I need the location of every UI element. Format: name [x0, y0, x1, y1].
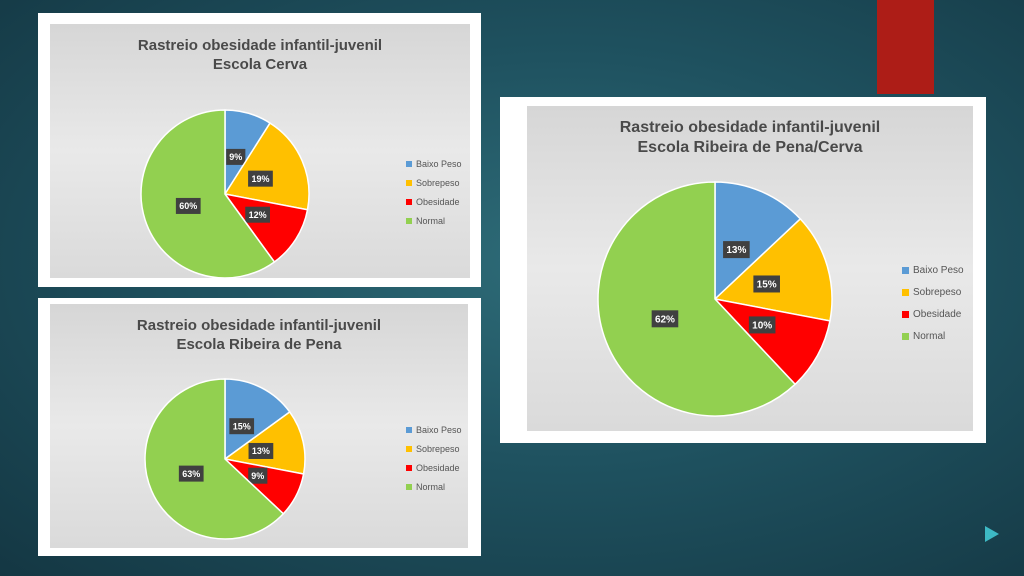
data-label-box-baixo-peso [723, 241, 750, 259]
data-label-box-baixo-peso [226, 148, 246, 165]
legend-item-baixo-peso: Baixo Peso [902, 259, 964, 281]
chart-title-line: Rastreio obesidade infantil-juvenil [137, 37, 383, 54]
data-label-normal: 60% [179, 201, 197, 211]
data-label-sobrepeso: 13% [252, 446, 270, 456]
legend-label-sobrepeso: Sobrepeso [913, 286, 962, 298]
chart-plot-area: Rastreio obesidade infantil-juvenil Esco… [50, 24, 470, 279]
legend-swatch-sobrepeso [406, 179, 412, 186]
legend-swatch-obesidade [406, 464, 412, 471]
chart-card-ribeira-de-pena: Rastreio obesidade infantil-juvenil Esco… [38, 298, 481, 556]
pie-slice-baixo-peso [714, 181, 802, 301]
data-label-sobrepeso: 19% [251, 174, 269, 184]
chart-plot-area: Rastreio obesidade infantil-juvenil Esco… [50, 304, 468, 548]
data-label-box-normal [175, 197, 201, 214]
data-label-box-normal [651, 310, 679, 328]
pie-slice-sobrepeso [223, 122, 310, 211]
data-label-box-obesidade [248, 467, 268, 484]
legend-item-baixo-peso: Baixo Peso [406, 154, 462, 173]
chart-title-line: Rastreio obesidade infantil-juvenil [136, 317, 382, 334]
legend-item-baixo-peso: Baixo Peso [406, 420, 462, 439]
pie-slice-obesidade [712, 297, 831, 386]
pie-slice-normal [144, 378, 285, 540]
chart-plot-area: Rastreio obesidade infantil-juvenil Esco… [527, 106, 973, 431]
legend-item-normal: Normal [406, 477, 462, 496]
legend-item-sobrepeso: Sobrepeso [406, 173, 462, 192]
legend-swatch-obesidade [902, 310, 909, 318]
legend-item-normal: Normal [406, 211, 462, 230]
chart-subtitle: Escola Ribeira de Pena/Cerva [637, 139, 863, 156]
legend-label-sobrepeso: Sobrepeso [416, 177, 460, 188]
legend-item-normal: Normal [902, 325, 964, 347]
data-label-box-normal [178, 465, 204, 482]
legend-label-obesidade: Obesidade [913, 308, 962, 320]
chart-title: Rastreio obesidade infantil-juvenil Esco… [50, 317, 468, 355]
chart-subtitle: Escola Cerva [212, 55, 308, 73]
legend-item-obesidade: Obesidade [902, 303, 964, 325]
legend-item-obesidade: Obesidade [406, 192, 462, 211]
chart-card-cerva: Rastreio obesidade infantil-juvenil Esco… [38, 13, 481, 287]
legend-label-normal: Normal [416, 215, 446, 226]
legend-label-obesidade: Obesidade [416, 462, 460, 473]
legend-item-obesidade: Obesidade [406, 458, 462, 477]
decorative-red-bar [877, 0, 934, 94]
pie-slice-sobrepeso [713, 217, 833, 322]
legend-swatch-normal [902, 332, 909, 340]
legend-swatch-normal [406, 217, 412, 224]
pie-chart: 15% 13% 9% 63% [144, 378, 306, 540]
chart-subtitle: Escola Ribeira de Pena [176, 335, 342, 353]
data-label-obesidade: 12% [249, 210, 267, 220]
legend-swatch-baixo-peso [902, 266, 909, 274]
legend-label-baixo-peso: Baixo Peso [416, 424, 462, 435]
data-label-normal: 62% [655, 314, 675, 325]
legend-swatch-obesidade [406, 198, 412, 205]
chart-legend: Baixo Peso Sobrepeso Obesidade Normal [902, 259, 964, 347]
legend-swatch-baixo-peso [406, 160, 412, 167]
legend-item-sobrepeso: Sobrepeso [902, 281, 964, 303]
data-label-box-sobrepeso [248, 442, 274, 459]
data-label-obesidade: 10% [752, 321, 772, 332]
chart-title: Rastreio obesidade infantil-juvenil Esco… [50, 37, 470, 75]
legend-label-obesidade: Obesidade [416, 196, 460, 207]
legend-item-sobrepeso: Sobrepeso [406, 439, 462, 458]
legend-swatch-baixo-peso [406, 426, 412, 433]
data-label-box-obesidade [245, 206, 270, 223]
chart-legend: Baixo Peso Sobrepeso Obesidade Normal [406, 420, 462, 496]
data-label-baixo-peso: 15% [233, 421, 251, 431]
legend-label-normal: Normal [416, 481, 446, 492]
legend-label-baixo-peso: Baixo Peso [913, 264, 964, 276]
data-label-baixo-peso: 13% [726, 245, 746, 256]
data-label-baixo-peso: 9% [229, 152, 242, 162]
pie-chart: 13% 15% 10% 62% [597, 181, 833, 417]
data-label-normal: 63% [182, 469, 200, 479]
data-label-box-baixo-peso [229, 418, 255, 435]
legend-label-sobrepeso: Sobrepeso [416, 443, 460, 454]
pie-slice-normal [597, 181, 797, 417]
pie-slice-baixo-peso [224, 378, 291, 461]
pie-chart: 9% 19% 12% 60% [140, 109, 310, 279]
data-label-sobrepeso: 15% [757, 280, 777, 291]
chart-title: Rastreio obesidade infantil-juvenil Esco… [527, 118, 973, 158]
legend-label-baixo-peso: Baixo Peso [416, 158, 462, 169]
arrow-icon [985, 526, 999, 542]
chart-card-ribeira-de-pena-cerva: Rastreio obesidade infantil-juvenil Esco… [500, 97, 986, 443]
legend-label-normal: Normal [913, 330, 946, 342]
legend-swatch-normal [406, 483, 412, 490]
legend-swatch-sobrepeso [406, 445, 412, 452]
chart-title-line: Rastreio obesidade infantil-juvenil [619, 119, 881, 136]
chart-legend: Baixo Peso Sobrepeso Obesidade Normal [406, 154, 462, 230]
data-label-obesidade: 9% [251, 471, 264, 481]
data-label-box-sobrepeso [753, 275, 780, 293]
data-label-box-obesidade [748, 316, 776, 334]
pie-slice-normal [140, 109, 276, 279]
data-label-box-sobrepeso [248, 170, 273, 187]
legend-swatch-sobrepeso [902, 288, 909, 296]
